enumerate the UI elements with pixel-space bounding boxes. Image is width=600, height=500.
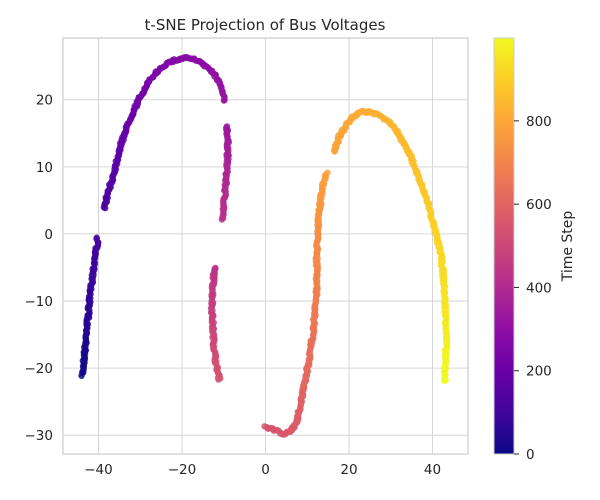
x-tick-label: −20 [168, 462, 197, 478]
y-tick-label: 0 [44, 227, 53, 243]
x-tick-label: 40 [424, 462, 441, 478]
colorbar-tick-label: 400 [526, 280, 552, 296]
scatter-point [220, 97, 228, 104]
scatter-point [442, 377, 449, 384]
plot-frame [62, 37, 469, 455]
scatter-point [324, 169, 331, 176]
colorbar [493, 37, 515, 455]
scatter-points [78, 54, 451, 438]
chart-title: t-SNE Projection of Bus Voltages [145, 16, 386, 34]
scatter-point [218, 216, 226, 223]
y-tick-label: −10 [25, 294, 54, 310]
colorbar-tick-label: 0 [526, 447, 535, 463]
grid [63, 38, 468, 454]
colorbar-tick-label: 800 [526, 114, 552, 130]
y-tick-label: 20 [36, 93, 53, 109]
colorbar-label: Time Step [560, 211, 576, 283]
y-tick-label: 10 [36, 160, 53, 176]
scatter-point [215, 376, 222, 383]
x-tick-label: −40 [84, 462, 113, 478]
y-tick-label: −30 [25, 428, 54, 444]
colorbar-ticks: 0 200 400 600 800 [514, 114, 552, 463]
y-axis-ticks: −30 −20 −10 0 10 20 [25, 93, 54, 444]
x-axis-ticks: −40 −20 0 20 40 [84, 462, 441, 478]
scatter-point [93, 234, 100, 241]
x-tick-label: 20 [340, 462, 357, 478]
colorbar-tick-label: 600 [526, 197, 552, 213]
y-tick-label: −20 [25, 361, 54, 377]
x-tick-label: 0 [261, 462, 270, 478]
colorbar-tick-label: 200 [526, 364, 552, 380]
